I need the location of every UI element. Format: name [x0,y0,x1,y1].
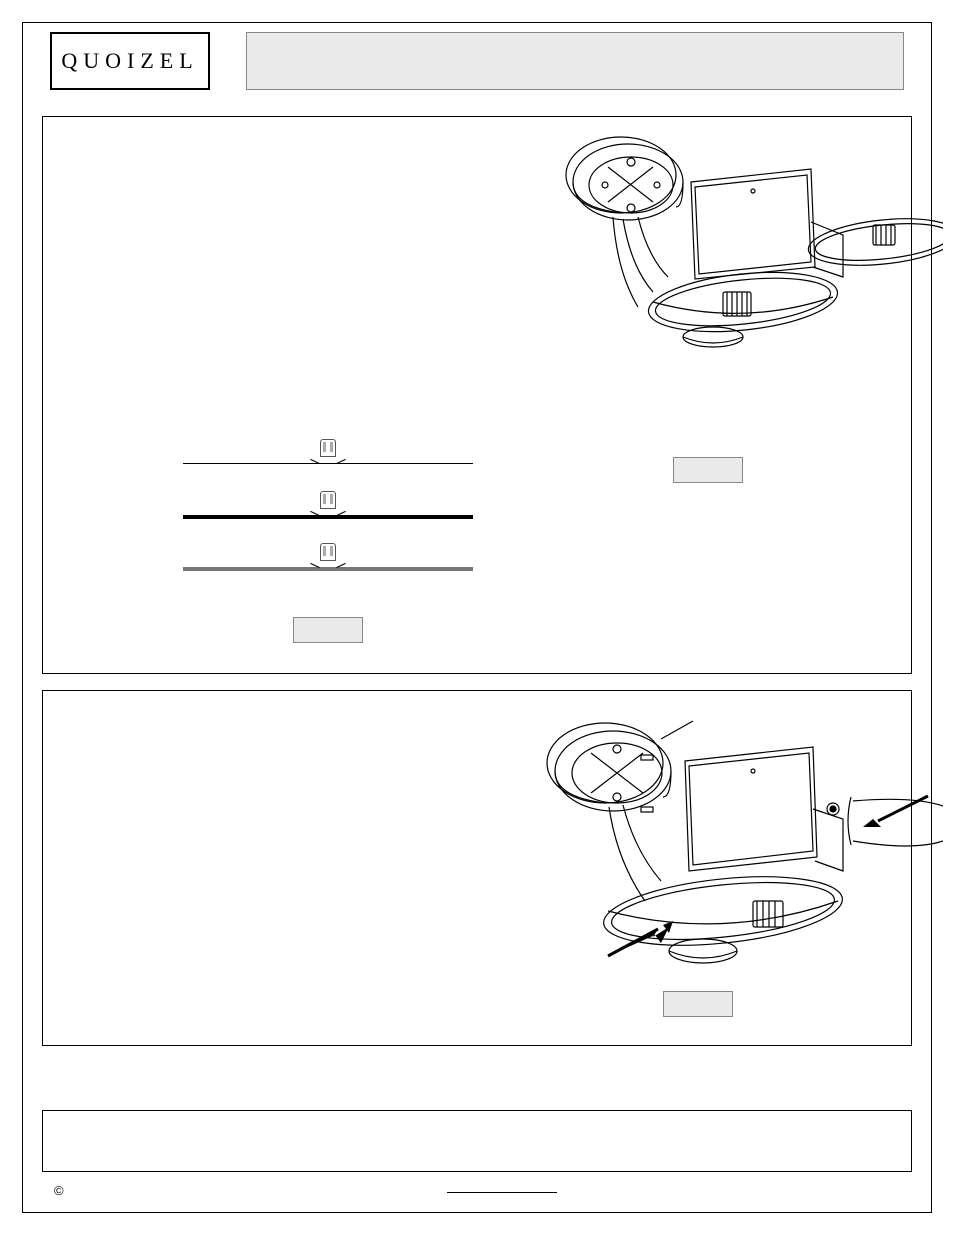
fig4-label-box [663,991,733,1017]
page-underline [447,1192,557,1193]
section-step-1 [42,116,912,674]
fig3-label-box [673,457,743,483]
arrow-right-icon [863,791,933,836]
footer-box [42,1110,912,1172]
arrow-left-icon [603,921,673,966]
section-step-2 [42,690,912,1046]
wire-nut-green [318,543,338,569]
fixture-diagram-fig3 [513,127,943,377]
logo-box: QUOIZEL [50,32,210,90]
fixture-diagram-fig4 [493,701,943,991]
header: QUOIZEL [22,22,932,100]
title-box [246,32,904,90]
wire-nut-black [318,491,338,517]
copyright-symbol: © [54,1183,64,1198]
wire-nut-white [318,439,338,465]
logo-text: QUOIZEL [61,48,198,74]
fig3a-label-box [293,617,363,643]
